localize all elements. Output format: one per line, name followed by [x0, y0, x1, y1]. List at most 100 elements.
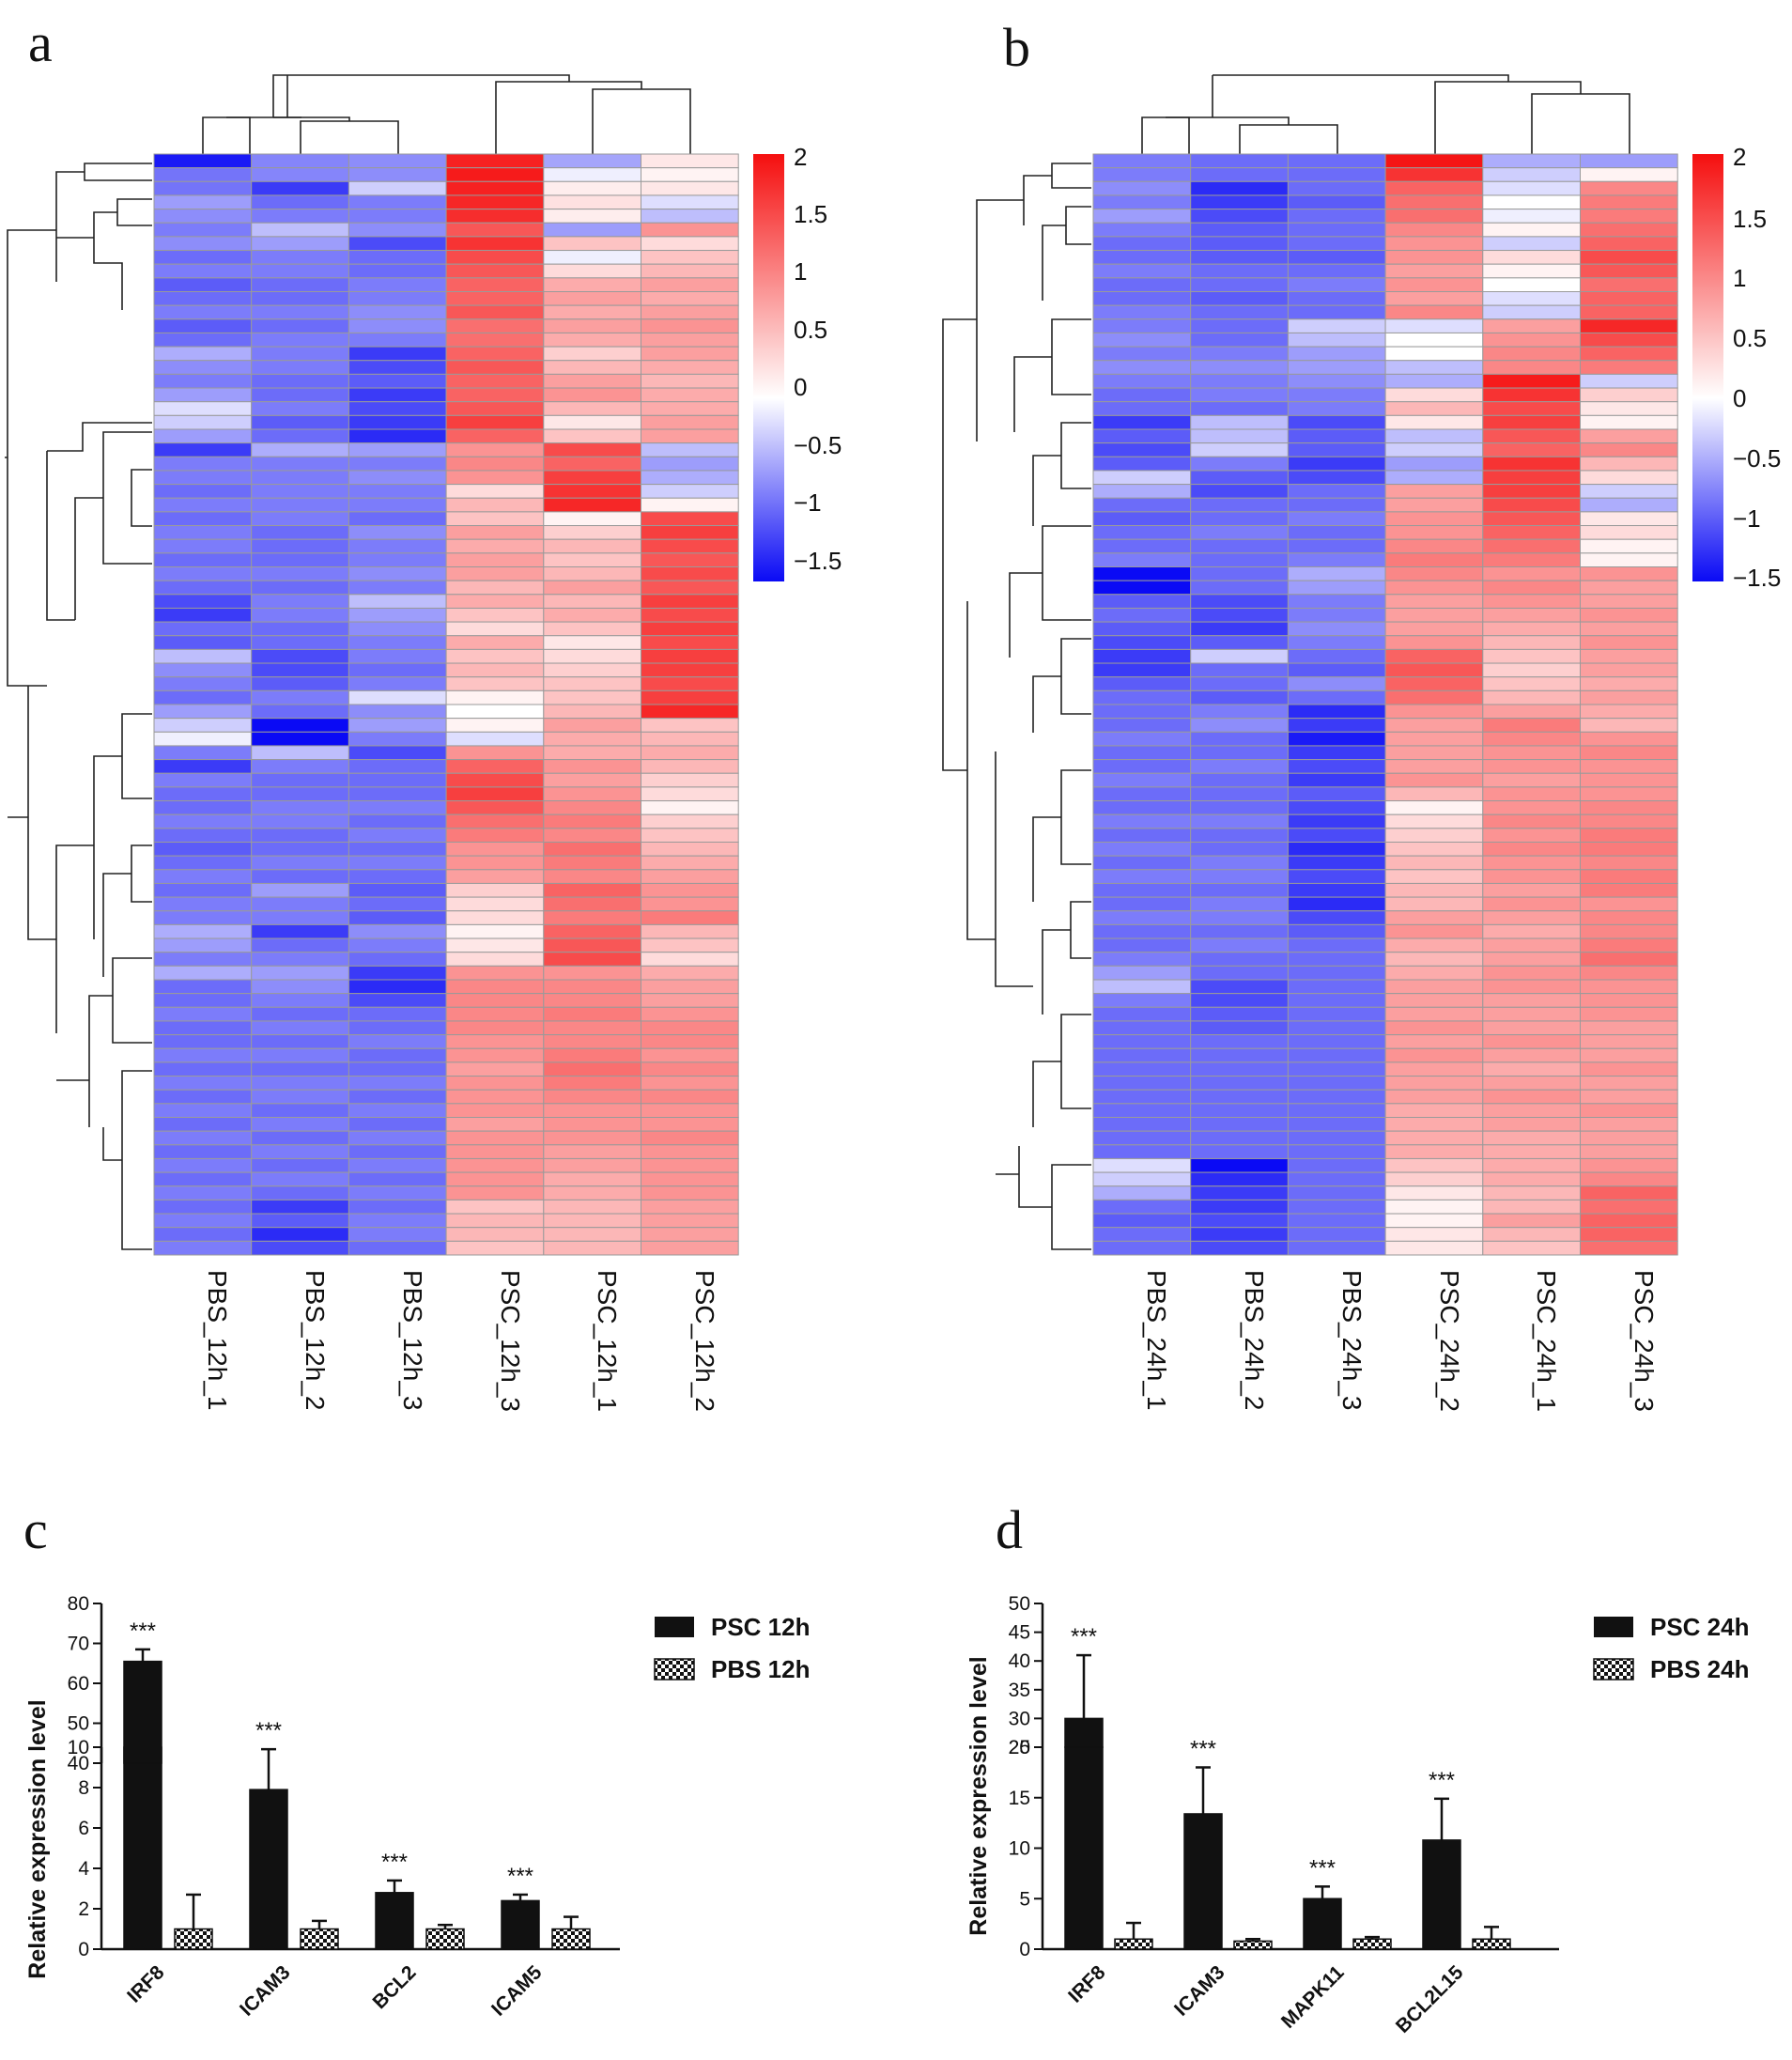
heatmap-cell: [251, 855, 349, 871]
heatmap-cell: [641, 373, 739, 389]
heatmap-cell: [1190, 318, 1289, 333]
heatmap-cell: [1190, 759, 1289, 774]
heatmap-cell: [1190, 456, 1289, 472]
legend-swatch-solid: [655, 1617, 694, 1637]
panel-b: b 2 1.5 1: [942, 17, 1781, 1412]
heatmap-cell: [348, 731, 447, 747]
heatmap-cell: [1482, 250, 1582, 265]
heatmap-cell: [1190, 745, 1289, 761]
heatmap-cell: [1287, 1047, 1386, 1063]
heatmap-cell: [1482, 923, 1582, 939]
heatmap-cell: [1482, 594, 1582, 609]
colorbar-tick: −1.5: [1733, 564, 1781, 592]
legend-c: PSC 12h PBS 12h: [654, 1613, 811, 1683]
heatmap-cell: [1287, 566, 1386, 581]
heatmap-cell: [1580, 580, 1678, 596]
colorbar-gradient-b: [1692, 154, 1723, 581]
heatmap-cell: [1580, 1076, 1678, 1091]
heatmap-cell: [251, 360, 349, 375]
category-label: BCL2L15: [1392, 1961, 1468, 2037]
heatmap-cell: [543, 718, 641, 733]
heatmap-cell: [543, 594, 641, 609]
y-tick-label: 60: [68, 1673, 89, 1695]
heatmap-cell: [1190, 1089, 1289, 1105]
legend-d: PSC 24h PBS 24h: [1593, 1613, 1750, 1683]
heatmap-cell: [1287, 759, 1386, 774]
heatmap-cell: [251, 718, 349, 733]
heatmap-cell: [445, 346, 545, 362]
heatmap-cell: [1287, 360, 1386, 375]
heatmap-cell: [251, 428, 349, 444]
heatmap-cell: [1287, 387, 1386, 403]
heatmap-cell: [348, 552, 447, 567]
heatmap-cell: [1482, 1117, 1582, 1132]
heatmap-cell: [1482, 1006, 1582, 1022]
heatmap-cell: [1580, 965, 1678, 981]
panel-label-a: a: [28, 12, 53, 73]
heatmap-cell: [1190, 346, 1289, 362]
heatmap-cell: [445, 222, 545, 238]
heatmap-cell: [1287, 745, 1386, 761]
heatmap-cell: [348, 511, 447, 527]
heatmap-cell: [1190, 263, 1289, 279]
heatmap-cell: [445, 1103, 545, 1118]
heatmap-cell: [1384, 1199, 1484, 1215]
heatmap-cell: [251, 979, 349, 995]
heatmap-cell: [1482, 745, 1582, 761]
heatmap-cell: [1092, 855, 1192, 871]
heatmap-cell: [153, 1103, 253, 1118]
heatmap-cell: [153, 442, 253, 457]
heatmap-cell: [153, 525, 253, 540]
colorbar-tick: −0.5: [1733, 444, 1781, 472]
heatmap-cell: [1287, 456, 1386, 472]
heatmap-cell: [1092, 580, 1192, 596]
heatmap-cell: [1092, 1061, 1192, 1077]
heatmap-cell: [1092, 882, 1192, 898]
colorbar-tick: 0.5: [794, 316, 827, 344]
heatmap-cell: [348, 209, 447, 224]
bar: [300, 1928, 339, 1950]
heatmap-cell: [348, 786, 447, 802]
heatmap-cell: [1482, 718, 1582, 733]
y-axis-label-d: Relative expression level: [966, 1656, 992, 1935]
heatmap-cell: [251, 937, 349, 953]
heatmap-cell: [153, 1061, 253, 1077]
heatmap-cell: [445, 1117, 545, 1132]
heatmap-cell: [445, 855, 545, 871]
heatmap-cell: [1384, 689, 1484, 705]
heatmap-cell: [1190, 209, 1289, 224]
heatmap-cell: [641, 250, 739, 265]
significance-label: ***: [507, 1864, 533, 1889]
heatmap-cell: [1190, 979, 1289, 995]
heatmap-cell: [153, 346, 253, 362]
heatmap-cell: [1190, 525, 1289, 540]
heatmap-cell: [1384, 470, 1484, 486]
heatmap-cell: [1190, 1130, 1289, 1146]
heatmap-cell: [543, 1157, 641, 1173]
column-label: PSC_24h_1: [1532, 1270, 1561, 1412]
heatmap-cell: [641, 745, 739, 761]
heatmap-cell: [1287, 414, 1386, 430]
y-tick-label: 0: [78, 1939, 89, 1960]
heatmap-cell: [348, 304, 447, 320]
heatmap-cell: [641, 580, 739, 596]
heatmap-cell: [1384, 1076, 1484, 1091]
heatmap-cell: [1092, 828, 1192, 843]
heatmap-cell: [641, 704, 739, 720]
heatmap-cell: [153, 263, 253, 279]
heatmap-cell: [251, 1076, 349, 1091]
heatmap-cell: [1092, 1213, 1192, 1229]
heatmap-cell: [445, 442, 545, 457]
heatmap-cell: [1384, 813, 1484, 829]
heatmap-cell: [641, 1103, 739, 1118]
category-label: ICAM3: [236, 1961, 294, 2020]
column-label: PBS_24h_1: [1142, 1270, 1171, 1410]
colorbar-b: 2 1.5 1 0.5 0 −0.5 −1 −1.5: [1692, 143, 1781, 592]
heatmap-cell: [1384, 346, 1484, 362]
heatmap-cell: [1190, 1061, 1289, 1077]
heatmap-cell: [1287, 800, 1386, 815]
heatmap-cell: [641, 1227, 739, 1242]
panel-label-d: d: [996, 1499, 1023, 1560]
heatmap-cell: [445, 759, 545, 774]
